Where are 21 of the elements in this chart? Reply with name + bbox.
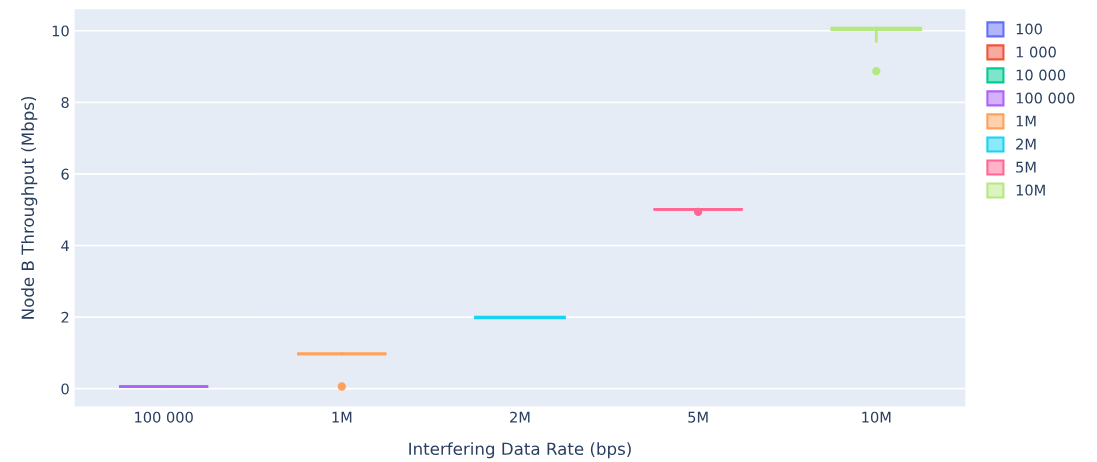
y-tick-label: 2 [61, 311, 69, 323]
legend-label: 100 000 [1016, 92, 1075, 104]
x-tick-label: 100 000 [135, 411, 193, 423]
x-tick-label: 1M [332, 411, 352, 423]
y-tick-label: 4 [61, 240, 69, 252]
y-tick-label: 0 [61, 383, 69, 395]
legend-label: 5M [1016, 161, 1036, 173]
legend-label: 100 [1016, 23, 1042, 35]
legend-label: 1 000 [1016, 46, 1056, 58]
y-tick-label: 6 [61, 168, 69, 180]
x-tick-label: 5M [688, 411, 708, 423]
y-tick-label: 8 [61, 97, 69, 109]
x-tick-label: 2M [510, 411, 530, 423]
legend-label: 1M [1016, 115, 1036, 127]
y-tick-label: 10 [52, 25, 69, 37]
legend-label: 10 000 [1016, 69, 1066, 81]
x-tick-label: 10M [862, 411, 891, 423]
legend-label: 10M [1016, 184, 1045, 196]
legend-label: 2M [1016, 138, 1036, 150]
x-axis-title: Interfering Data Rate (bps) [409, 442, 631, 459]
y-axis-title: Node B Throughput (Mbps) [21, 96, 38, 319]
